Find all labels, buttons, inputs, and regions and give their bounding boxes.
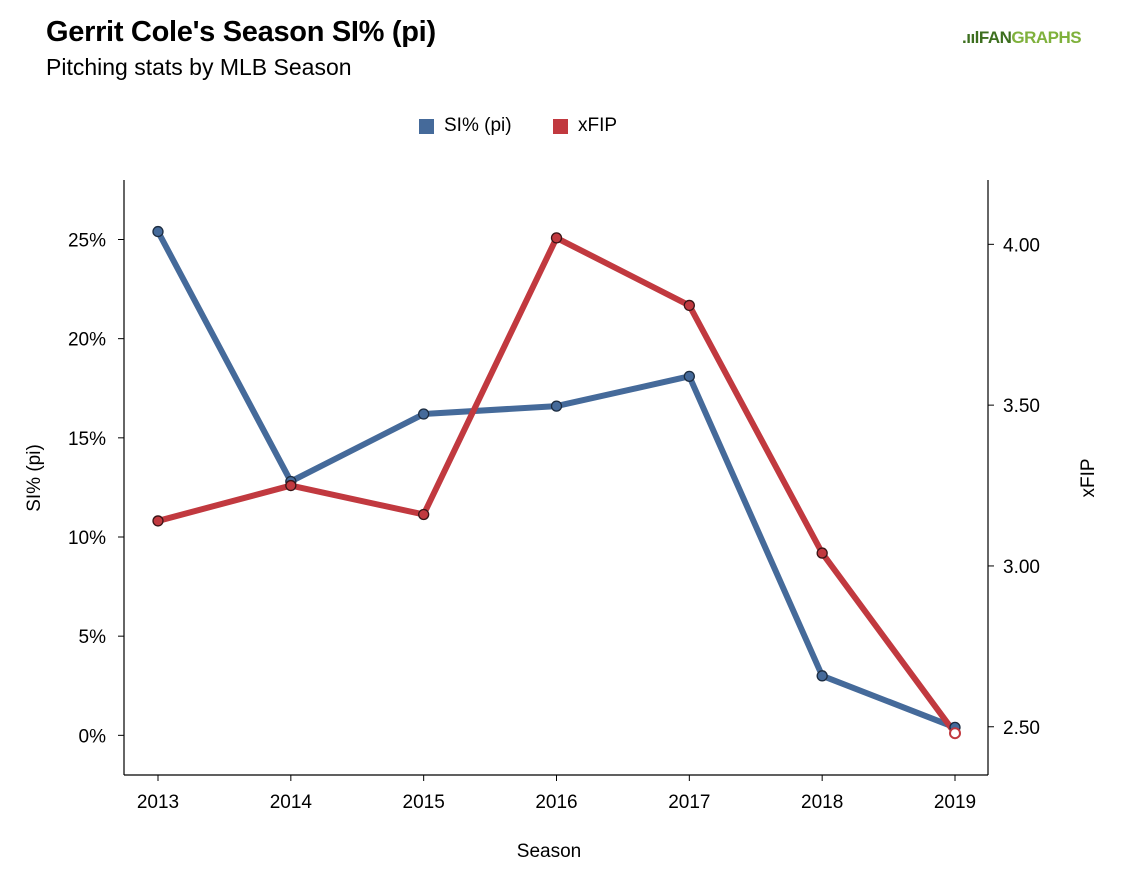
- data-point-si: [152, 225, 164, 238]
- left-y-tick-label: 5%: [79, 627, 107, 648]
- legend-item-si[interactable]: SI% (pi): [419, 114, 512, 138]
- x-tick-label: 2015: [403, 792, 445, 813]
- data-point-xfip: [285, 479, 297, 492]
- data-point-xfip: [949, 727, 961, 740]
- right-y-tick-label: 3.00: [1003, 557, 1040, 578]
- left-y-tick-label: 10%: [68, 528, 106, 549]
- left-y-tick-label: 15%: [68, 429, 106, 450]
- chart-legend: SI% (pi) xFIP: [0, 114, 1122, 138]
- fangraphs-logo[interactable]: .ıılFANGRAPHS: [962, 28, 1082, 48]
- series-line-xfip: [155, 234, 958, 737]
- legend-swatch-si: [419, 118, 434, 134]
- right-y-tick-label: 4.00: [1003, 235, 1040, 256]
- left-y-tick-label: 25%: [68, 231, 106, 252]
- right-y-tick-label: 2.50: [1003, 718, 1040, 739]
- legend-item-xfip[interactable]: xFIP: [553, 114, 617, 138]
- data-point-xfip: [152, 515, 164, 527]
- legend-label-xfip: xFIP: [578, 115, 618, 136]
- data-point-xfip: [816, 547, 828, 559]
- x-axis-title: Season: [517, 841, 581, 862]
- data-point-xfip: [683, 299, 695, 312]
- data-point-si: [816, 670, 828, 682]
- data-point-xfip: [550, 232, 563, 244]
- right-y-axis-title: xFIP: [1078, 458, 1099, 497]
- left-y-axis-title: SI% (pi): [24, 444, 45, 512]
- fangraphs-logo-graphs: GRAPHS: [1011, 28, 1082, 47]
- data-point-si: [418, 408, 430, 420]
- right-y-tick-label: 3.50: [1003, 396, 1040, 417]
- left-y-tick-label: 20%: [68, 330, 106, 351]
- x-tick-label: 2019: [934, 792, 976, 813]
- chart-title: Gerrit Cole's Season SI% (pi): [46, 16, 436, 48]
- fangraphs-logo-fan: FAN: [978, 28, 1012, 47]
- chart-subtitle: Pitching stats by MLB Season: [46, 54, 352, 80]
- data-point-si: [683, 370, 695, 383]
- x-tick-label: 2014: [270, 792, 313, 813]
- fangraphs-logo-mark: .ııl: [962, 28, 979, 47]
- data-point-si: [550, 400, 563, 412]
- legend-swatch-xfip: [553, 118, 568, 134]
- data-point-xfip: [418, 508, 430, 521]
- x-tick-label: 2017: [668, 792, 710, 813]
- left-y-tick-label: 0%: [79, 726, 107, 747]
- x-tick-label: 2013: [137, 792, 179, 813]
- x-tick-label: 2016: [535, 792, 577, 813]
- x-tick-label: 2018: [801, 792, 843, 813]
- series-line-si: [155, 228, 958, 731]
- legend-label-si: SI% (pi): [444, 115, 512, 136]
